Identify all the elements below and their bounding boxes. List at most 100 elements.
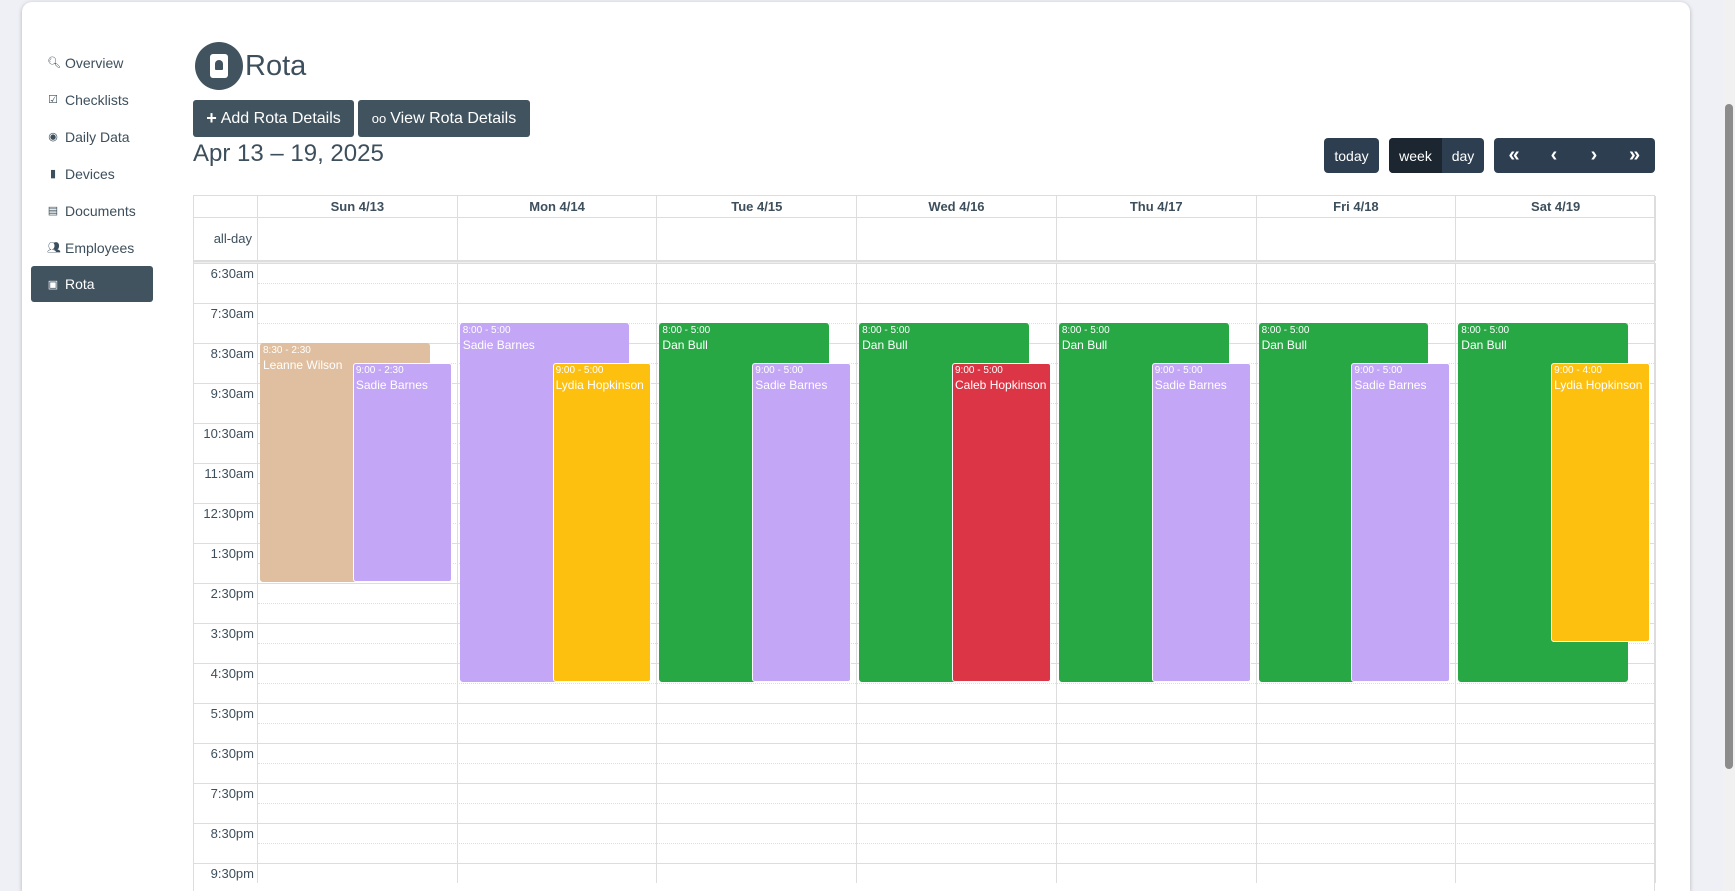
event-time: 9:00 - 5:00	[1154, 365, 1203, 376]
search-icon: 🔍︎	[47, 57, 61, 69]
axis-header	[194, 196, 258, 218]
all-day-cell[interactable]	[857, 218, 1057, 261]
all-day-cell[interactable]	[1256, 218, 1457, 261]
day-header: Sat 4/19	[1456, 196, 1656, 218]
sidebar-item-employees[interactable]: 👥︎ Employees	[31, 229, 153, 266]
next-button[interactable]: ›	[1590, 144, 1598, 166]
time-slot[interactable]: 7:30pm	[194, 783, 1654, 803]
sidebar-item-checklists[interactable]: ☑ Checklists	[31, 81, 153, 118]
all-day-cell[interactable]	[457, 218, 658, 261]
event-employee: Dan Bull	[1261, 338, 1307, 352]
page-title: Rota	[245, 49, 307, 82]
sidebar-item-label: Devices	[65, 165, 115, 182]
rota-event[interactable]: 9:00 - 2:30 Sadie Barnes	[352, 363, 452, 582]
time-slot[interactable]: 8:30pm	[194, 823, 1654, 843]
day-header: Mon 4/14	[457, 196, 658, 218]
event-time: 9:00 - 5:00	[555, 365, 604, 376]
time-slot-half[interactable]	[258, 763, 1656, 783]
week-calendar: all-day 6:30am 7:30am 8:30am 9:30am 10:30am 1…	[193, 195, 1656, 891]
time-slot-half[interactable]	[258, 683, 1656, 703]
time-label: 6:30am	[210, 266, 254, 281]
users-icon: 👥︎	[47, 242, 61, 254]
add-rota-details-button[interactable]: + Add Rota Details	[193, 100, 354, 137]
sidebar-item-label: Daily Data	[65, 128, 130, 145]
sidebar-item-label: Documents	[65, 202, 136, 219]
time-grid: 6:30am 7:30am 8:30am 9:30am 10:30am 11:30am 12…	[194, 263, 1656, 883]
time-slot[interactable]: 7:30am	[194, 303, 1654, 323]
time-slot-half[interactable]	[258, 803, 1656, 823]
sidebar-item-label: Employees	[65, 239, 135, 256]
day-column-line	[1655, 263, 1656, 883]
event-employee: Lydia Hopkinson	[1554, 378, 1643, 392]
event-time: 9:00 - 5:00	[1354, 365, 1403, 376]
day-column-line	[1455, 263, 1457, 883]
rota-event[interactable]: 9:00 - 5:00 Sadie Barnes	[1151, 363, 1251, 682]
time-label: 11:30am	[204, 466, 254, 481]
event-time: 9:00 - 5:00	[955, 365, 1003, 376]
time-slot-half[interactable]	[258, 283, 1656, 303]
page-scrollbar[interactable]	[1723, 0, 1735, 891]
dot-circle-icon: ◉	[48, 131, 58, 143]
time-label: 8:30am	[210, 346, 254, 361]
all-day-cell[interactable]	[1056, 218, 1257, 261]
date-range-title: Apr 13 – 19, 2025	[193, 140, 384, 167]
time-label: 6:30pm	[210, 746, 254, 761]
event-employee: Dan Bull	[1461, 338, 1507, 352]
day-column-line	[456, 263, 458, 883]
all-day-cell[interactable]	[657, 218, 858, 261]
nav-buttons: « ‹ › »	[1494, 138, 1655, 173]
sidebar-item-documents[interactable]: ▤ Documents	[31, 192, 153, 229]
time-label: 5:30pm	[210, 706, 254, 721]
rota-event[interactable]: 9:00 - 5:00 Caleb Hopkinson	[952, 363, 1051, 682]
time-label: 3:30pm	[210, 626, 254, 641]
rota-event[interactable]: 9:00 - 5:00 Lydia Hopkinson	[552, 363, 652, 682]
rota-event[interactable]: 9:00 - 5:00 Sadie Barnes	[752, 363, 852, 682]
day-column-line	[656, 263, 658, 883]
event-time: 8:00 - 5:00	[1461, 325, 1510, 336]
day-header: Tue 4/15	[657, 196, 858, 218]
sidebar-item-label: Rota	[65, 276, 95, 292]
day-header: Thu 4/17	[1056, 196, 1257, 218]
event-employee: Sadie Barnes	[355, 378, 428, 392]
prev-button[interactable]: ‹	[1550, 144, 1558, 166]
scroll-thumb[interactable]	[1725, 104, 1733, 769]
time-label: 9:30am	[210, 386, 254, 401]
event-employee: Sadie Barnes	[462, 338, 535, 352]
all-day-cell[interactable]	[258, 218, 458, 261]
view-rota-details-button[interactable]: oo View Rota Details	[358, 100, 530, 137]
prev-prev-button[interactable]: «	[1508, 144, 1520, 166]
sidebar-item-label: Overview	[65, 54, 124, 71]
day-header: Sun 4/13	[258, 196, 458, 218]
rota-event[interactable]: 9:00 - 4:00 Lydia Hopkinson	[1551, 363, 1650, 642]
week-view-button[interactable]: week	[1389, 138, 1442, 173]
day-column-line	[856, 263, 858, 883]
event-employee: Dan Bull	[862, 338, 908, 352]
next-next-button[interactable]: »	[1628, 144, 1641, 166]
time-slot-half[interactable]	[258, 843, 1656, 863]
time-slot[interactable]: 6:30am	[194, 263, 1654, 283]
address-book-icon	[195, 42, 243, 90]
plus-icon: +	[206, 108, 217, 128]
event-time: 8:00 - 5:00	[662, 325, 711, 336]
time-slot-half[interactable]	[258, 723, 1656, 743]
sidebar-item-overview[interactable]: 🔍︎ Overview	[31, 44, 153, 81]
time-slot[interactable]: 6:30pm	[194, 743, 1654, 763]
time-label: 12:30pm	[203, 506, 254, 521]
sidebar-item-label: Checklists	[65, 91, 129, 108]
add-rota-details-label: Add Rota Details	[220, 109, 341, 127]
rota-event[interactable]: 9:00 - 5:00 Sadie Barnes	[1351, 363, 1451, 682]
sidebar-item-rota[interactable]: ▣ Rota	[31, 266, 153, 302]
day-column-line	[257, 263, 258, 883]
sidebar-item-daily-data[interactable]: ◉ Daily Data	[31, 118, 153, 155]
event-employee: Dan Bull	[1061, 338, 1108, 352]
day-view-button[interactable]: day	[1451, 147, 1475, 164]
time-slot[interactable]: 5:30pm	[194, 703, 1654, 723]
all-day-cell[interactable]	[1456, 218, 1656, 261]
event-time: 9:00 - 5:00	[755, 365, 804, 376]
event-time: 9:00 - 4:00	[1554, 365, 1602, 376]
time-label: 10:30am	[203, 426, 254, 441]
time-slot[interactable]: 9:30pm	[194, 863, 1654, 883]
sidebar-item-devices[interactable]: ▮ Devices	[31, 155, 153, 192]
today-button[interactable]: today	[1324, 138, 1379, 173]
time-label: 4:30pm	[210, 666, 254, 681]
